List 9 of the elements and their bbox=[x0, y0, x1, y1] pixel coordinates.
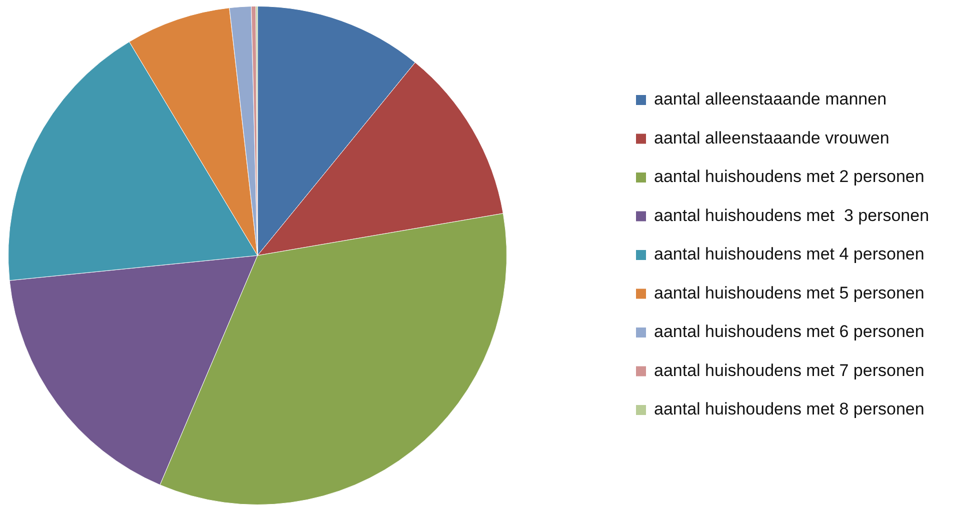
legend-label: aantal huishoudens met 2 personen bbox=[654, 167, 924, 186]
legend-label: aantal huishoudens met 7 personen bbox=[654, 360, 924, 380]
legend-label: aantal alleenstaaande vrouwen bbox=[654, 128, 890, 148]
legend-label: aantal huishoudens met 3 personen bbox=[654, 206, 930, 225]
legend-label: aantal huishoudens met 5 personen bbox=[654, 283, 924, 302]
legend-label: aantal huishoudens met 4 personen bbox=[654, 244, 924, 264]
legend-label: aantal huishoudens met 8 personen bbox=[654, 400, 924, 419]
legend-label: aantal alleenstaaande mannen bbox=[654, 90, 887, 109]
legend-label: aantal huishoudens met 6 personen bbox=[654, 322, 924, 342]
